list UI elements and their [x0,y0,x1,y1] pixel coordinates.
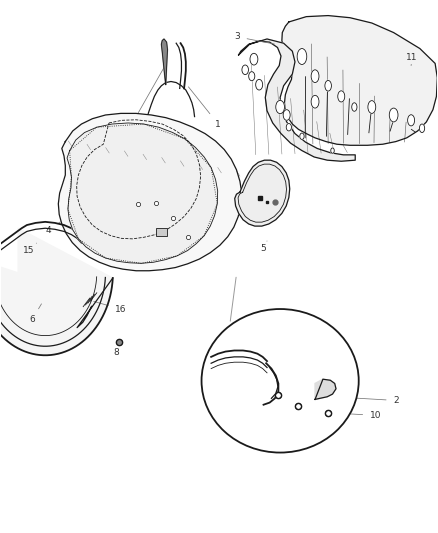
Ellipse shape [408,115,415,126]
Text: 14: 14 [120,205,135,214]
Text: 11: 11 [406,53,418,66]
Ellipse shape [283,110,290,120]
Ellipse shape [352,103,357,111]
Ellipse shape [242,65,248,75]
Text: 4: 4 [46,215,70,235]
Text: 16: 16 [94,302,127,313]
Ellipse shape [311,70,319,83]
Text: 2: 2 [334,396,399,405]
Text: 15: 15 [23,243,36,255]
Text: 1: 1 [188,87,221,128]
Text: 8: 8 [113,343,119,357]
Text: 5: 5 [260,241,267,253]
Text: 3: 3 [234,33,274,44]
Text: 7: 7 [204,238,214,247]
Polygon shape [315,379,336,399]
Ellipse shape [201,309,359,453]
Text: 5: 5 [176,197,188,211]
Text: 9: 9 [268,389,277,398]
Text: 9: 9 [254,196,263,207]
Polygon shape [235,160,290,226]
Ellipse shape [297,49,307,64]
Ellipse shape [256,79,263,90]
Text: 6: 6 [29,304,42,324]
Ellipse shape [338,91,345,102]
Ellipse shape [249,71,255,80]
Text: 10: 10 [329,411,381,420]
Polygon shape [239,39,355,161]
Ellipse shape [331,148,334,154]
Text: 10: 10 [265,189,277,198]
Text: 17: 17 [105,66,165,166]
Ellipse shape [250,53,258,65]
Ellipse shape [420,124,425,133]
Ellipse shape [368,101,376,114]
Text: 10: 10 [290,368,301,382]
Ellipse shape [311,95,319,108]
Polygon shape [67,123,218,263]
Text: 7: 7 [140,231,154,240]
Ellipse shape [286,124,291,131]
Polygon shape [0,228,113,356]
Polygon shape [161,39,167,85]
Polygon shape [282,15,437,146]
Ellipse shape [300,133,304,140]
Bar [156,228,167,236]
Ellipse shape [389,108,398,122]
Text: 18: 18 [220,182,236,192]
Polygon shape [58,114,242,271]
Ellipse shape [325,80,332,91]
Ellipse shape [276,100,285,114]
